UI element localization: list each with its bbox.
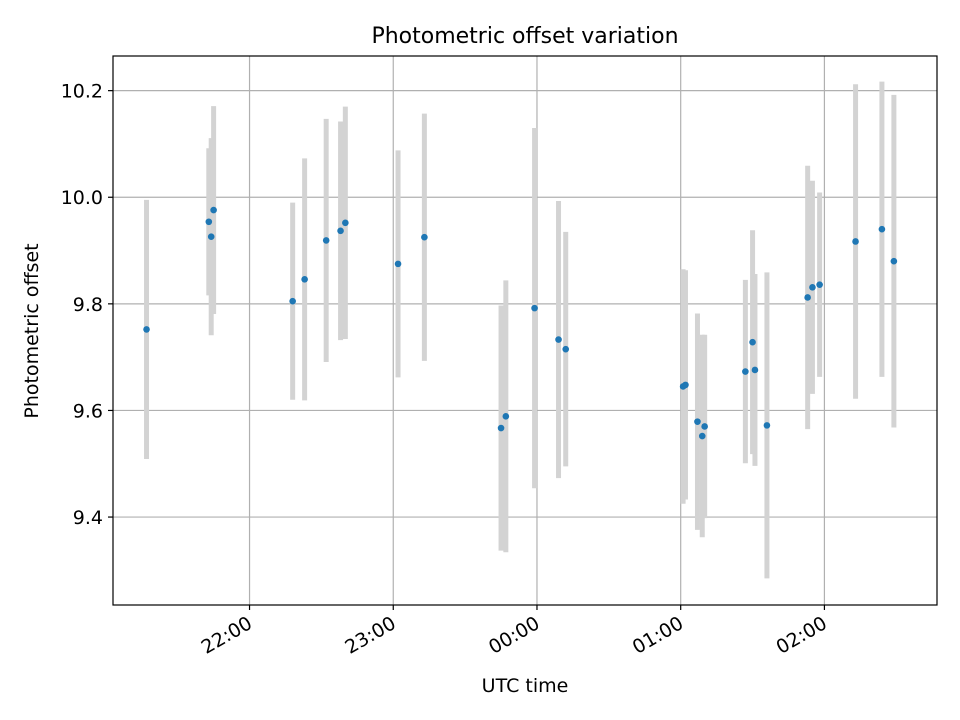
plot-frame (112, 55, 938, 606)
data-point (809, 284, 816, 291)
x-axis: 22:00 23:00 00:00 01:00 02:00 (198, 605, 831, 659)
data-point (301, 276, 308, 283)
data-point (694, 418, 701, 425)
x-tick-label: 00:00 (485, 612, 543, 658)
data-point (322, 237, 330, 244)
data-point (742, 368, 749, 375)
x-tick-label: 23:00 (341, 612, 399, 658)
data-point (342, 219, 349, 227)
data-point (878, 225, 886, 233)
data-point (531, 304, 538, 312)
data-point (682, 381, 689, 389)
plot-background (113, 56, 937, 605)
y-tick-label: 10.0 (61, 187, 103, 209)
data-point (763, 422, 771, 429)
y-tick-label: 9.6 (73, 400, 103, 422)
x-axis-label: UTC time (482, 675, 569, 697)
y-tick-label: 9.4 (73, 507, 103, 529)
y-axis: 9.4 9.6 9.8 10.0 10.2 (61, 81, 113, 529)
data-point (497, 424, 505, 432)
data-point (698, 432, 706, 440)
data-points (143, 206, 898, 440)
data-point (143, 326, 150, 333)
y-axis-label: Photometric offset (21, 243, 43, 418)
x-tick-label: 01:00 (629, 612, 687, 658)
chart-title: Photometric offset variation (371, 24, 678, 49)
data-point (394, 260, 402, 268)
data-point (852, 238, 859, 245)
data-point (890, 257, 898, 265)
data-point (701, 423, 708, 430)
data-point (207, 233, 215, 240)
data-point (751, 366, 759, 374)
data-point (555, 336, 562, 343)
x-tick-label: 22:00 (198, 612, 256, 658)
data-point (289, 297, 296, 305)
data-point (210, 206, 217, 214)
data-point (205, 218, 213, 226)
data-point (816, 281, 823, 288)
data-point (749, 338, 756, 346)
y-tick-label: 10.2 (61, 81, 103, 103)
data-point (337, 227, 344, 235)
x-tick-label: 02:00 (772, 612, 830, 658)
data-point (421, 233, 428, 241)
data-point (804, 294, 811, 301)
y-tick-label: 9.8 (73, 294, 103, 316)
data-point (502, 413, 510, 420)
data-point (562, 345, 570, 353)
